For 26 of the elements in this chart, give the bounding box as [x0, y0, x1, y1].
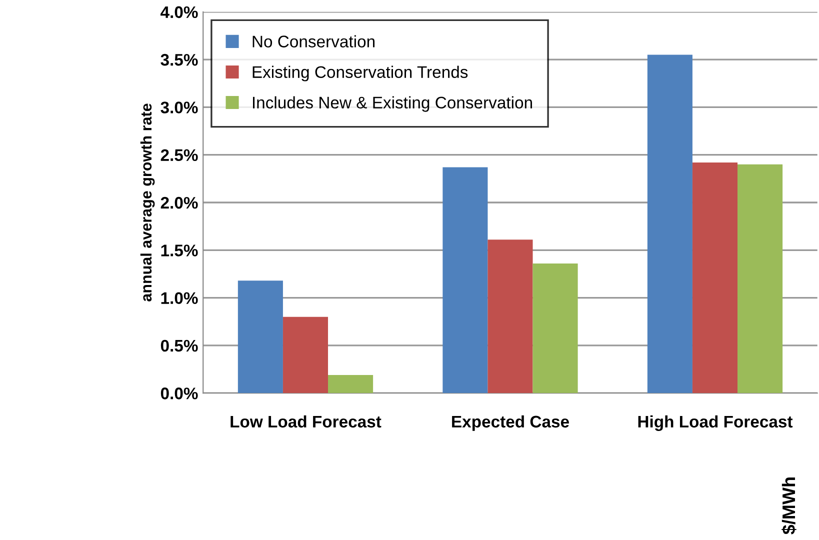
y-tick-label: 2.0% — [160, 196, 198, 209]
y-tick-label: 3.0% — [160, 102, 198, 114]
bar — [532, 264, 578, 394]
bar — [238, 280, 283, 394]
bar — [442, 167, 488, 394]
bar — [647, 54, 692, 394]
bar — [738, 164, 783, 394]
x-tick-label: Low Load Forecast — [230, 415, 382, 428]
y-tick-label: 1.5% — [161, 244, 198, 256]
y-axis-title: annual average growth rate — [140, 104, 155, 302]
y-tick-label: 0.5% — [160, 340, 198, 352]
legend-label: Existing Conservation Trends — [252, 66, 468, 82]
legend-label: Includes New & Existing Conservation — [252, 96, 532, 112]
y-tick-label: 2.5% — [160, 149, 198, 162]
legend-label: No Conservation — [252, 35, 374, 48]
y-tick-label: 4.0% — [160, 6, 198, 18]
bar — [692, 162, 738, 394]
y-tick-label: 1.0% — [161, 292, 198, 304]
y-tick-label: 3.5% — [160, 54, 198, 66]
bar — [282, 316, 328, 394]
text: $/MWh — [782, 478, 796, 534]
x-tick-label: High Load Forecast — [638, 415, 793, 431]
x-tick-label: Expected Case — [452, 415, 569, 431]
bar — [488, 240, 533, 394]
y-tick-label: 0.0% — [160, 388, 198, 400]
bar — [328, 375, 374, 394]
